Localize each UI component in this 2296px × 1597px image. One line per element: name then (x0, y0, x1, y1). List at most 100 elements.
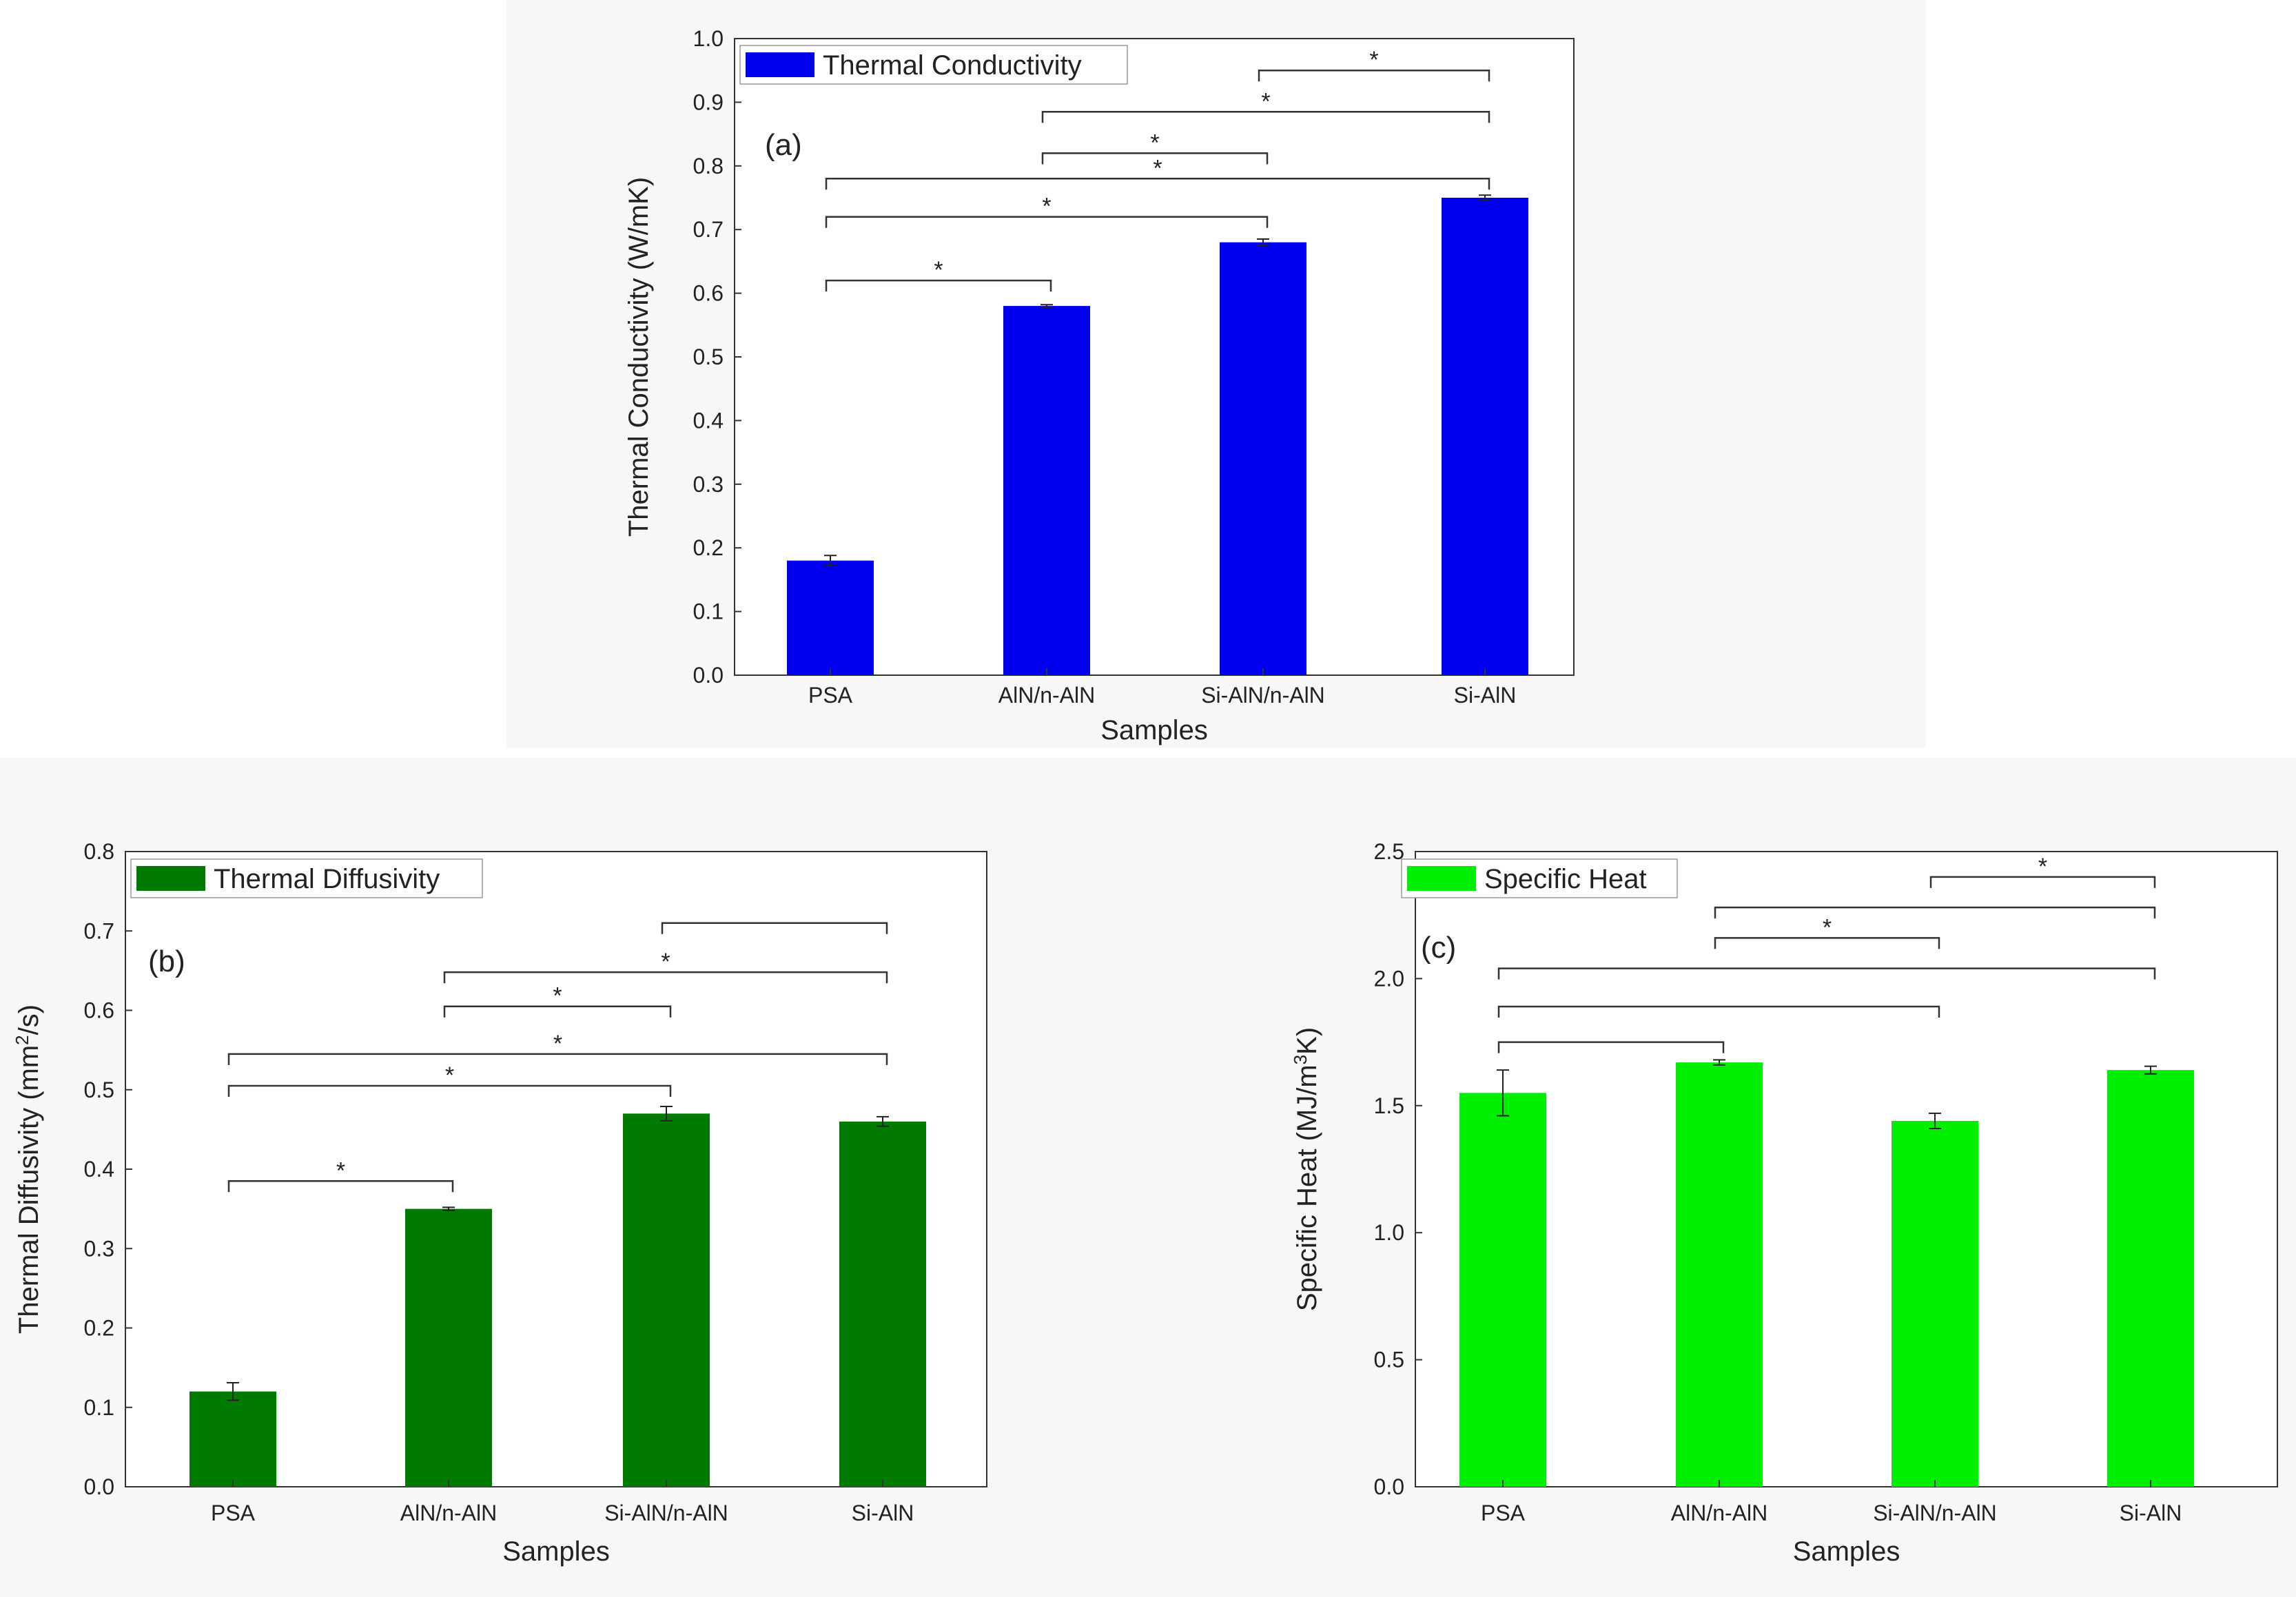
panel-c-significance-bracket (1714, 937, 1940, 949)
panel-b-x-tick-label: Si-AlN/n-AlN (604, 1501, 728, 1525)
panel-b-y-tick-label: 0.5 (84, 1078, 114, 1102)
panel-b-y-tick-label: 0.2 (84, 1316, 114, 1341)
panel-b-significance-bracket (443, 1005, 672, 1018)
panel-c-panel-label: (c) (1421, 931, 1456, 965)
panel-b-significance-marker: * (553, 983, 562, 1009)
panel-b-significance-bracket (227, 1053, 888, 1065)
panel-a-y-tick-label: 0.1 (693, 599, 724, 624)
panel-b-y-axis-label-superscript: 2 (12, 1035, 32, 1044)
panel-a-significance-marker: * (1042, 194, 1051, 220)
panel-c-x-tick-label: PSA (1481, 1501, 1526, 1525)
panel-b-bar-si-aln-n-aln (623, 1113, 710, 1487)
panel-b-significance-marker: * (661, 949, 670, 975)
panel-a-significance-bracket (1258, 69, 1490, 82)
panel-c-significance-bracket (1497, 1041, 1725, 1053)
panel-b-legend-label: Thermal Diffusivity (214, 864, 440, 894)
panel-c-y-tick-label: 1.5 (1374, 1093, 1404, 1118)
panel-b-y-tick-label: 0.4 (84, 1157, 114, 1182)
panel-c-y-axis-label-superscript: 3 (1290, 1055, 1311, 1064)
panel-c-y-axis-label-unit: K) (1292, 1027, 1322, 1055)
panel-a-x-axis-label: Samples (1100, 715, 1208, 745)
panel-c: 0.0 0.5 1.0 1.5 2.0 2.5 PSA AlN/n-AlN Si-AlN/n-A… (1290, 839, 2278, 1567)
panel-a-significance-bracket (1041, 111, 1490, 123)
panel-a-y-tick-label: 0.7 (693, 217, 724, 242)
panel-a-x-tick-label: AlN/n-AlN (998, 683, 1095, 708)
panel-c-y-axis-label-main: Specific Heat (MJ/m (1292, 1064, 1322, 1311)
panel-a-y-tick-label: 1.0 (693, 26, 724, 51)
panel-c-significance-marker: * (1823, 914, 1832, 940)
panel-c-y-tick-label: 2.0 (1374, 966, 1404, 991)
panel-a-significance-bracket (825, 279, 1052, 292)
panel-a-significance-marker: * (934, 257, 943, 283)
panel-a-significance-bracket (1041, 152, 1269, 165)
panel-a-legend-swatch (746, 52, 814, 77)
panel-b-significance-marker: * (336, 1157, 345, 1184)
panel-b-y-axis-label: Thermal Diffusivity (mm2/s) (12, 1004, 44, 1334)
panel-b-y-tick-label: 0.1 (84, 1395, 114, 1420)
panel-a-bar-si-aln-n-aln (1220, 242, 1306, 675)
panel-c-bar-aln-n-aln (1676, 1062, 1763, 1487)
panel-a-y-tick-label: 0.6 (693, 281, 724, 306)
panel-a-y-tick-label: 0.5 (693, 344, 724, 369)
panel-a-bar-aln-n-aln (1003, 306, 1090, 676)
panel-a: 0.0 0.1 0.2 0.3 0.4 0.5 0.6 0.7 0.8 0.9 1.0 PSA AlN/… (624, 26, 1575, 745)
panel-c-y-tick-label: 0.0 (1374, 1474, 1404, 1499)
panel-c-y-tick-label: 0.5 (1374, 1348, 1404, 1372)
panel-b-x-axis-label: Samples (502, 1536, 610, 1567)
panel-a-legend-label: Thermal Conductivity (823, 50, 1082, 81)
panel-a-plot-frame (734, 38, 1575, 676)
panel-a-significance-marker: * (1369, 47, 1378, 73)
panel-c-significance-bracket (1714, 906, 2156, 919)
panel-a-y-tick-label: 0.4 (693, 408, 724, 433)
panel-c-y-axis-label: Specific Heat (MJ/m3K) (1290, 1027, 1322, 1311)
panel-a-significance-bracket (825, 178, 1490, 190)
panel-c-x-tick-label: AlN/n-AlN (1671, 1501, 1767, 1525)
panel-a-significance-marker: * (1261, 88, 1270, 114)
panel-b-y-tick-label: 0.8 (84, 839, 114, 864)
panel-c-legend-swatch (1407, 866, 1476, 891)
panel-c-bar-si-aln-n-aln (1892, 1120, 1978, 1487)
panel-a-x-tick-label: Si-AlN (1454, 683, 1517, 708)
panel-a-bar-si-aln (1442, 198, 1528, 675)
panel-b-y-tick-label: 0.6 (84, 998, 114, 1023)
panel-a-y-tick-label: 0.8 (693, 154, 724, 178)
panel-b-panel-label: (b) (148, 945, 185, 978)
panel-c-y-tick-label: 2.5 (1374, 839, 1404, 864)
panel-a-y-tick-label: 0.3 (693, 472, 724, 497)
panel-c-significance-bracket (1497, 967, 2156, 980)
panel-b-significance-bracket (661, 922, 888, 934)
panel-c-significance-bracket (1929, 876, 2156, 888)
panel-a-y-axis-label: Thermal Conductivity (W/mK) (624, 177, 654, 537)
panel-a-x-tick-label: PSA (808, 683, 853, 708)
panel-a-panel-label: (a) (765, 128, 802, 162)
panel-b-significance-marker: * (553, 1031, 562, 1057)
panel-b-bar-aln-n-aln (405, 1208, 492, 1487)
panel-c-bar-psa (1459, 1093, 1546, 1487)
panel-c-legend-label: Specific Heat (1484, 864, 1647, 894)
panel-a-y-tick-label: 0.2 (693, 535, 724, 560)
panel-b-x-tick-label: PSA (211, 1501, 256, 1525)
panel-b-bar-si-aln (839, 1121, 926, 1487)
panel-a-significance-bracket (825, 216, 1269, 228)
panel-c-significance-bracket (1497, 1005, 1940, 1018)
panel-b-significance-bracket (443, 971, 888, 984)
panel-a-y-tick-label: 0.0 (693, 663, 724, 688)
panel-c-x-tick-label: Si-AlN (2120, 1501, 2182, 1525)
panel-b-y-axis-label-main: Thermal Diffusivity (mm (14, 1045, 44, 1334)
panel-c-x-tick-label: Si-AlN/n-AlN (1873, 1501, 1997, 1525)
panel-c-significance-marker: * (2038, 854, 2047, 880)
panel-b-y-axis-label-unit: /s) (14, 1004, 44, 1035)
panel-a-significance-marker: * (1150, 130, 1159, 156)
panel-b-y-tick-label: 0.0 (84, 1474, 114, 1499)
panel-b-x-tick-label: AlN/n-AlN (400, 1501, 497, 1525)
panel-b-y-tick-label: 0.7 (84, 918, 114, 943)
panel-a-x-tick-label: Si-AlN/n-AlN (1201, 683, 1325, 708)
panel-b-bar-psa (189, 1391, 276, 1487)
panel-b-significance-bracket (227, 1180, 454, 1193)
panel-b-x-tick-label: Si-AlN (852, 1501, 914, 1525)
panel-b-y-tick-label: 0.3 (84, 1236, 114, 1261)
panel-a-significance-marker: * (1153, 155, 1162, 181)
panel-a-y-tick-label: 0.9 (693, 90, 724, 114)
